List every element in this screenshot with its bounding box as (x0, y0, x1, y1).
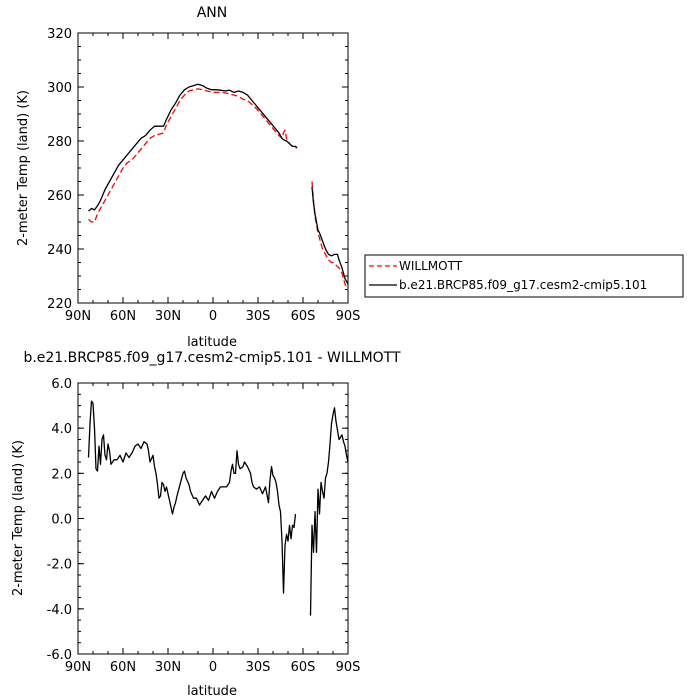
lower-plot-area: 90N 60N 30N 0 30S 60S 90S -6.0 -4.0 -2.0 0.0 2.0 4.0… (47, 377, 361, 675)
upper-y-tick-label: 220 (47, 297, 72, 312)
legend: WILLMOTT b.e21.BRCP85.f09_g17.cesm2-cmip… (364, 254, 684, 298)
upper-x-tick-label: 30N (155, 309, 181, 324)
legend-box (364, 254, 684, 298)
upper-y-axis-label: 2-meter Temp (land) (K) (16, 90, 31, 246)
lower-x-tick-label: 90N (65, 660, 91, 675)
lower-x-tick-label: 90S (336, 660, 361, 675)
legend-label-willmott: WILLMOTT (399, 259, 463, 273)
upper-x-tick-label: 30S (246, 309, 271, 324)
upper-x-tick-label: 0 (209, 309, 217, 324)
lower-x-tick-label: 0 (209, 660, 217, 675)
upper-plot-area: 90N 60N 30N 0 30S 60S 90S 220 240 260 280 300 320 (47, 27, 360, 324)
upper-plot-frame (77, 32, 349, 304)
upper-y-tick-label: 300 (47, 81, 72, 96)
upper-x-tick-label: 90N (65, 309, 91, 324)
upper-plot-title: ANN (197, 5, 228, 21)
upper-plot-panel: ANN 90N 60N 30N 0 30S 60S 90S 220 240 260 280 300 32… (16, 5, 360, 350)
lower-y-tick-label: 6.0 (51, 377, 72, 392)
lower-y-tick-label: -6.0 (47, 648, 72, 663)
lower-plot-panel: b.e21.BRCP85.f09_g17.cesm2-cmip5.101 - W… (11, 350, 401, 699)
lower-x-tick-label: 30N (155, 660, 181, 675)
upper-x-tick-label: 60S (291, 309, 316, 324)
upper-y-tick-label: 260 (47, 189, 72, 204)
lower-y-tick-label: 2.0 (51, 467, 72, 482)
lower-y-tick-label: 0.0 (51, 513, 72, 528)
lower-y-tick-label: 4.0 (51, 422, 72, 437)
lower-plot-title: b.e21.BRCP85.f09_g17.cesm2-cmip5.101 - W… (23, 350, 401, 366)
upper-series-willmott-segment-0 (88, 88, 297, 223)
lower-y-tick-label: -4.0 (47, 603, 72, 618)
upper-series-willmott-segment-1 (311, 181, 349, 290)
lower-plot-frame (77, 382, 349, 655)
lower-y-axis-label: 2-meter Temp (land) (K) (11, 440, 26, 596)
upper-x-tick-label: 90S (336, 309, 361, 324)
lower-series-difference-segment-0 (87, 400, 297, 594)
legend-label-model: b.e21.BRCP85.f09_g17.cesm2-cmip5.101 (399, 278, 647, 292)
lower-x-tick-label: 60S (291, 660, 316, 675)
lower-x-tick-label: 30S (246, 660, 271, 675)
upper-y-tick-label: 280 (47, 135, 72, 150)
lower-x-axis-label: latitude (187, 684, 237, 699)
upper-series-b-e21-brcp85-f09-g17-cesm2-cmip5-101-segment-1 (311, 186, 349, 285)
upper-x-axis-label: latitude (187, 335, 237, 350)
upper-series-b-e21-brcp85-f09-g17-cesm2-cmip5-101-segment-0 (88, 83, 298, 212)
lower-x-tick-label: 60N (110, 660, 136, 675)
lower-y-tick-label: -2.0 (47, 558, 72, 573)
lower-series-difference-segment-1 (309, 407, 349, 616)
upper-y-tick-label: 240 (47, 243, 72, 258)
upper-y-tick-label: 320 (47, 27, 72, 42)
upper-x-tick-label: 60N (110, 309, 136, 324)
